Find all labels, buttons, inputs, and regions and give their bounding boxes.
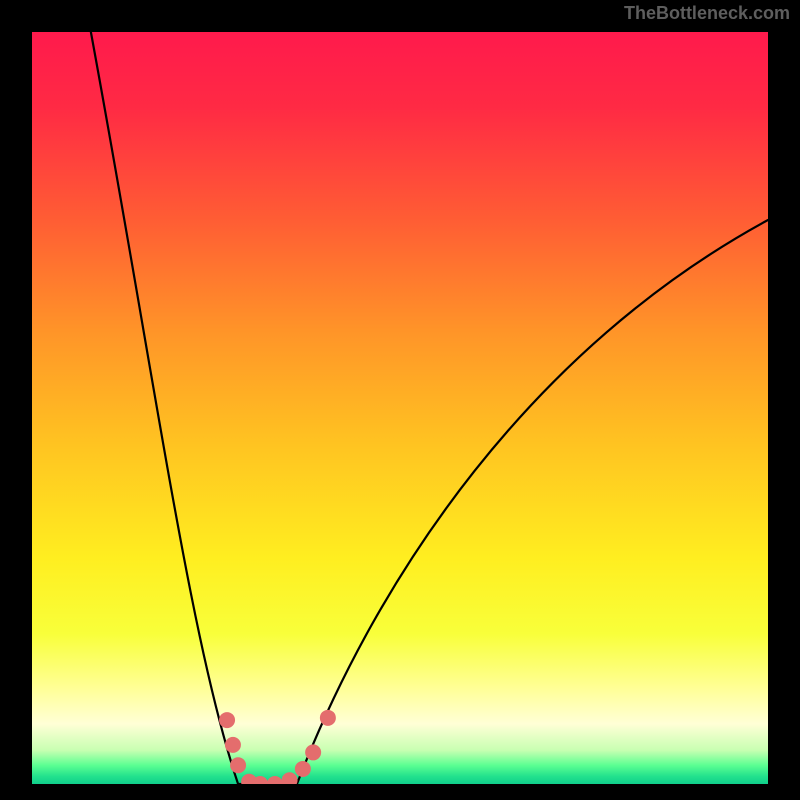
watermark-text: TheBottleneck.com — [624, 3, 790, 24]
marker-point — [282, 772, 298, 784]
chart-frame: TheBottleneck.com — [0, 0, 800, 800]
marker-point — [267, 776, 283, 784]
chart-svg — [32, 32, 768, 784]
marker-point — [295, 761, 311, 777]
marker-point — [219, 712, 235, 728]
plot-area — [32, 32, 768, 784]
marker-point — [320, 710, 336, 726]
marker-group — [219, 710, 336, 784]
marker-point — [305, 744, 321, 760]
bottleneck-curve — [91, 32, 768, 784]
marker-point — [225, 737, 241, 753]
marker-point — [230, 757, 246, 773]
